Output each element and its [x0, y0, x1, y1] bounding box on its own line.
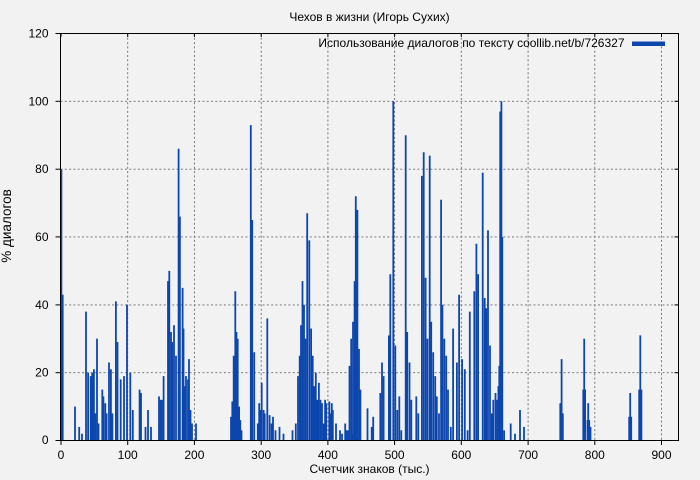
svg-text:500: 500: [385, 448, 405, 462]
svg-text:80: 80: [35, 162, 49, 176]
svg-text:120: 120: [28, 27, 48, 41]
svg-text:Использование диалогов по текс: Использование диалогов по тексту coollib…: [318, 36, 624, 50]
svg-text:100: 100: [28, 94, 48, 108]
svg-text:700: 700: [518, 448, 538, 462]
svg-text:100: 100: [118, 448, 138, 462]
svg-text:200: 200: [184, 448, 204, 462]
svg-text:400: 400: [318, 448, 338, 462]
svg-text:300: 300: [251, 448, 271, 462]
svg-text:40: 40: [35, 298, 49, 312]
svg-text:600: 600: [451, 448, 471, 462]
svg-text:800: 800: [585, 448, 605, 462]
svg-text:900: 900: [651, 448, 671, 462]
svg-text:Счетчик знаков (тыс.): Счетчик знаков (тыс.): [309, 462, 429, 476]
svg-text:0: 0: [58, 448, 65, 462]
svg-text:Чехов в жизни (Игорь Сухих): Чехов в жизни (Игорь Сухих): [289, 10, 449, 24]
svg-text:0: 0: [42, 433, 49, 447]
svg-text:% диалогов: % диалогов: [0, 189, 14, 263]
svg-text:20: 20: [35, 366, 49, 380]
svg-text:60: 60: [35, 230, 49, 244]
